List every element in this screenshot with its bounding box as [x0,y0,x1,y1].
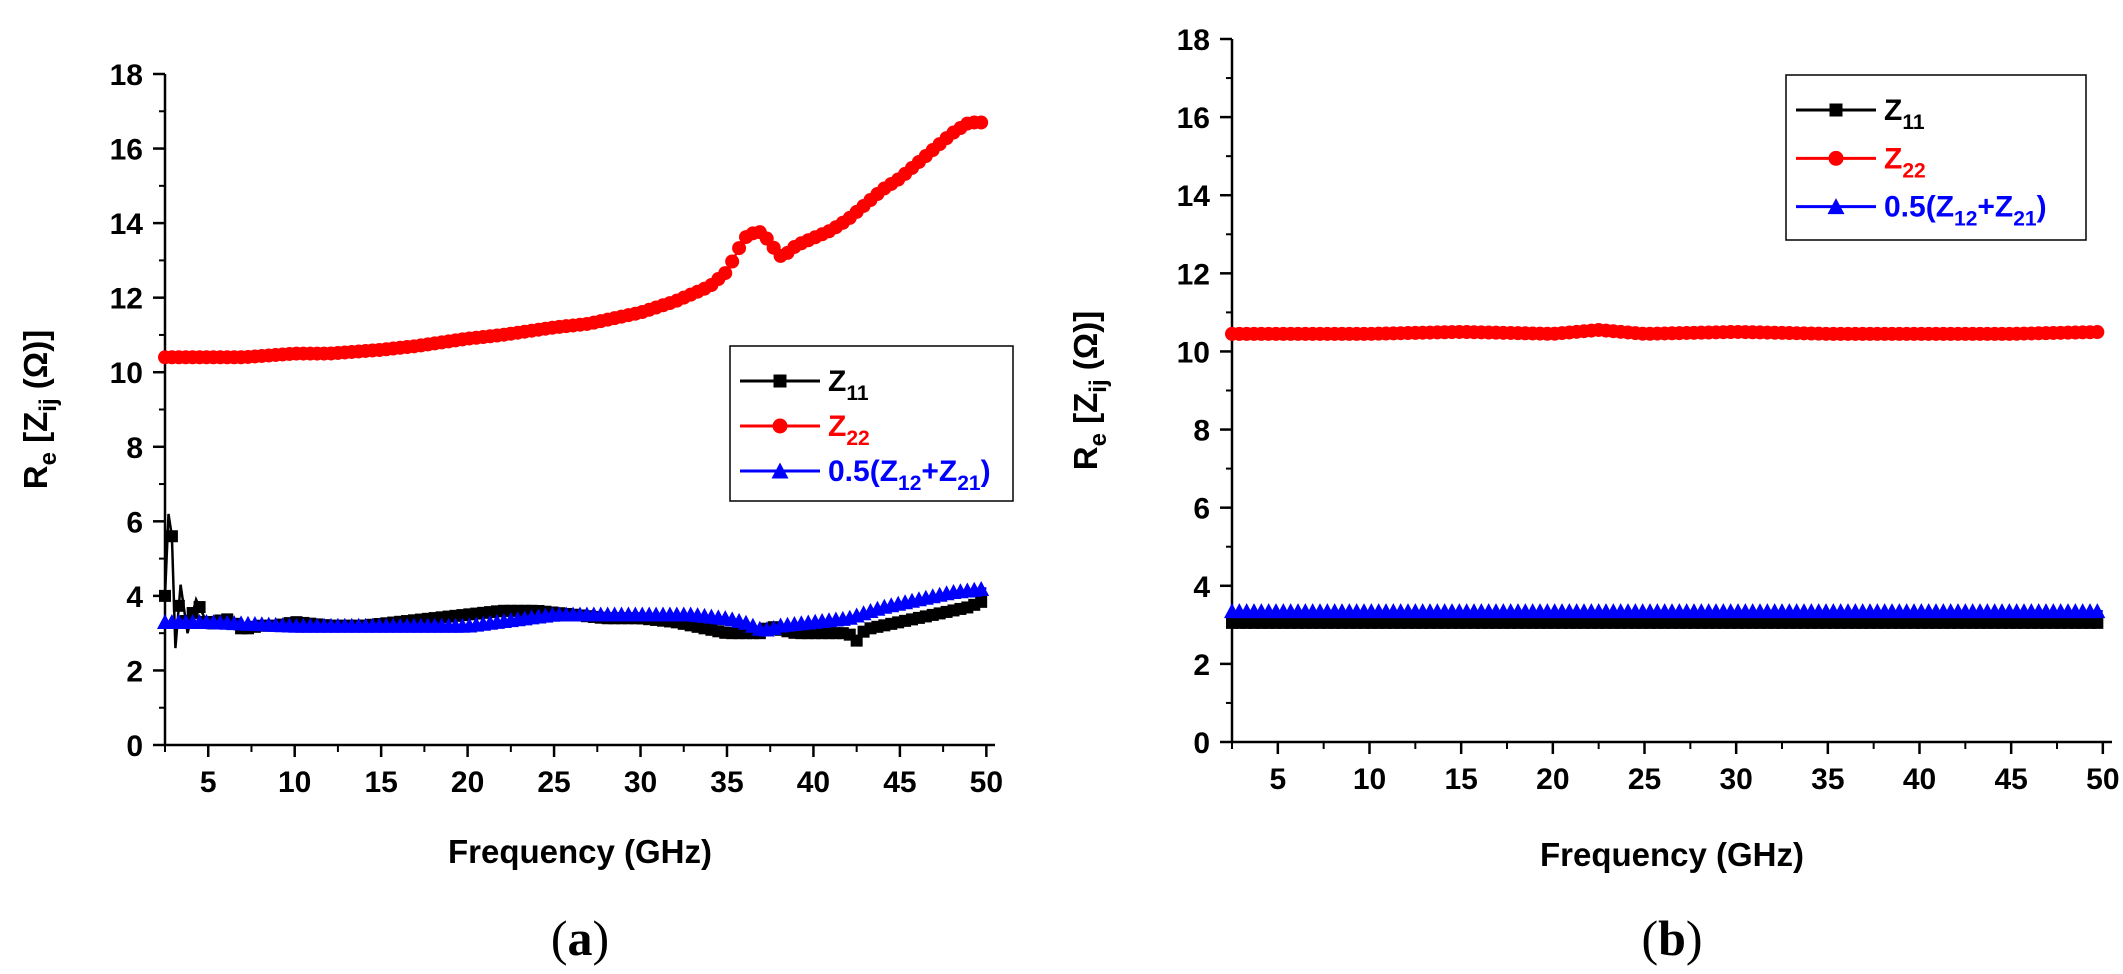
series-0.5(Z12+Z21) [157,580,990,637]
data-point [159,589,171,602]
x-tick-label: 10 [1353,763,1386,796]
x-tick-label: 40 [1903,763,1936,796]
series-0.5(Z12+Z21) [1224,603,2106,619]
x-tick-label: 25 [1628,763,1661,796]
chart-panel-a: 0 2 4 6 8 10 12 14 16 18 5 10 15 20 25 30 35 40 45 50 Freque… [17,59,1014,870]
data-point [193,601,206,614]
series-Z22 [1225,322,2105,341]
y-tick-label: 6 [1193,493,1210,526]
legend-marker [773,374,787,388]
y-tick-label: 4 [1193,571,1210,604]
data-point [172,599,185,612]
x-tick-label: 40 [797,766,830,799]
legend-marker [772,418,788,434]
data-point [732,241,747,256]
y-tick-label: 0 [1193,727,1210,760]
x-tick-label: 20 [451,766,484,799]
data-point [725,254,740,269]
legend-label: 0.5(Z12+Z21) [1884,191,2047,231]
legend-marker [1828,150,1844,166]
y-axis-title: Re [Zij (Ω)] [17,330,62,489]
y-tick-label: 18 [110,59,143,92]
x-tick-label: 15 [1444,763,1477,796]
x-axis-title: Frequency (GHz) [1540,836,1804,873]
legend-label: Z22 [1884,142,1926,182]
y-tick-label: 4 [126,581,143,614]
chart-panel-b: 0 2 4 6 8 10 12 14 16 18 5 10 15 20 25 30 35 40 45 50 Freque… [1067,24,2120,873]
x-tick-label: 50 [2086,763,2119,796]
y-tick-label: 10 [1177,336,1210,369]
x-tick-label: 10 [278,766,311,799]
x-axis-title: Frequency (GHz) [448,833,712,870]
series-Z22 [158,115,989,365]
y-tick-label: 14 [110,208,144,241]
y-tick-label: 0 [126,730,143,763]
x-tick-label: 45 [883,766,916,799]
data-point [974,115,989,130]
y-tick-label: 14 [1177,180,1211,213]
x-tick-label: 35 [710,766,743,799]
legend-label: Z22 [828,410,870,450]
y-tick-label: 12 [110,283,143,316]
x-tick-label: 20 [1536,763,1569,796]
y-tick-label: 10 [110,357,143,390]
legend-marker [1829,103,1843,117]
x-tick-label: 5 [200,766,217,799]
y-tick-label: 12 [1177,258,1210,291]
legend-label: Z11 [1884,94,1925,134]
y-tick-label: 16 [110,134,143,167]
y-tick-label: 18 [1177,24,1210,57]
data-point [973,580,990,596]
panel-label: (b) [1641,910,1702,966]
y-tick-label: 6 [126,506,143,539]
x-tick-label: 15 [364,766,397,799]
data-point [2091,616,2104,629]
legend-marker [771,462,789,479]
y-tick-label: 16 [1177,102,1210,135]
data-point [718,266,733,281]
data-point [2089,603,2106,619]
y-tick-label: 2 [1193,649,1210,682]
legend-label: 0.5(Z12+Z21) [828,455,991,495]
x-tick-label: 5 [1269,763,1286,796]
y-tick-label: 8 [126,432,143,465]
y-tick-label: 8 [1193,415,1210,448]
x-tick-label: 50 [970,766,1003,799]
data-point [2090,325,2105,340]
data-point [975,595,988,608]
data-point [165,530,178,543]
panel-label: (a) [551,910,609,966]
x-tick-label: 25 [537,766,570,799]
legend-marker [1827,198,1845,215]
x-tick-label: 45 [1994,763,2027,796]
series-Z11 [1226,616,2104,629]
y-axis-title: Re [Zij (Ω)] [1067,311,1112,470]
legend-label: Z11 [828,365,869,405]
x-tick-label: 30 [624,766,657,799]
y-tick-label: 2 [126,655,143,688]
x-tick-label: 30 [1719,763,1752,796]
legend: Z11 Z22 0.5(Z12+Z21) [1785,74,2087,241]
x-tick-label: 35 [1811,763,1844,796]
legend: Z11 Z22 0.5(Z12+Z21) [729,345,1014,502]
